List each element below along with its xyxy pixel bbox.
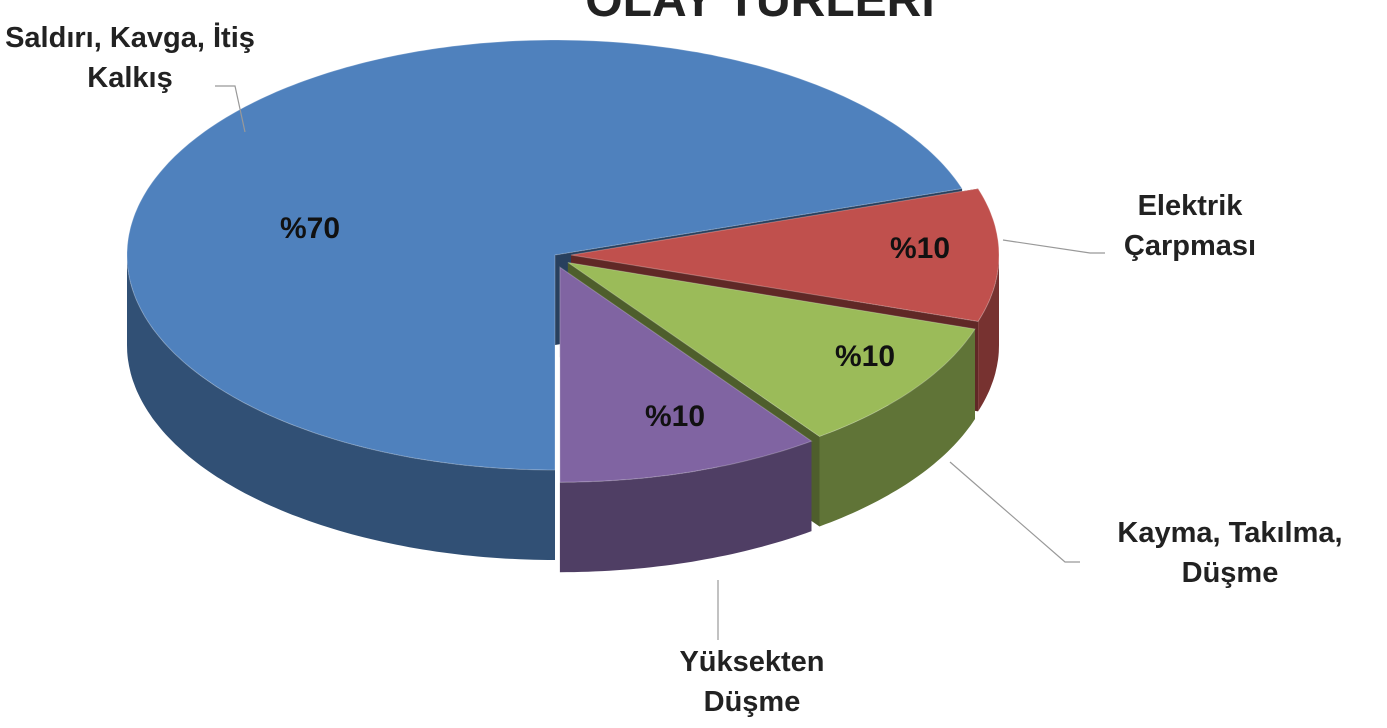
pie-slice: [126, 39, 963, 471]
leader-line: [1002, 239, 1105, 254]
leader-line: [949, 461, 1080, 563]
chart-title: OLAY TÜRLERİ: [585, 0, 934, 27]
data-label: %10: [890, 232, 950, 265]
slice-side: [978, 255, 999, 412]
category-label: Kayma, Takılma, Düşme: [1117, 517, 1343, 589]
slice-side: [819, 329, 975, 527]
category-label: Yüksekten Düşme: [679, 646, 825, 718]
category-label: Saldırı, Kavga, İtiş Kalkış: [5, 22, 255, 94]
data-label: %70: [280, 212, 340, 245]
category-label: Elektrik Çarpması: [1123, 190, 1257, 262]
pie-slice: [559, 266, 813, 483]
slice-side: [559, 441, 812, 573]
pie-slice: [570, 188, 1000, 322]
slice-side: [127, 255, 555, 560]
leader-line: [215, 85, 246, 133]
data-label: %10: [835, 340, 895, 373]
pie-slice: [567, 262, 976, 438]
data-label: %10: [645, 400, 705, 433]
